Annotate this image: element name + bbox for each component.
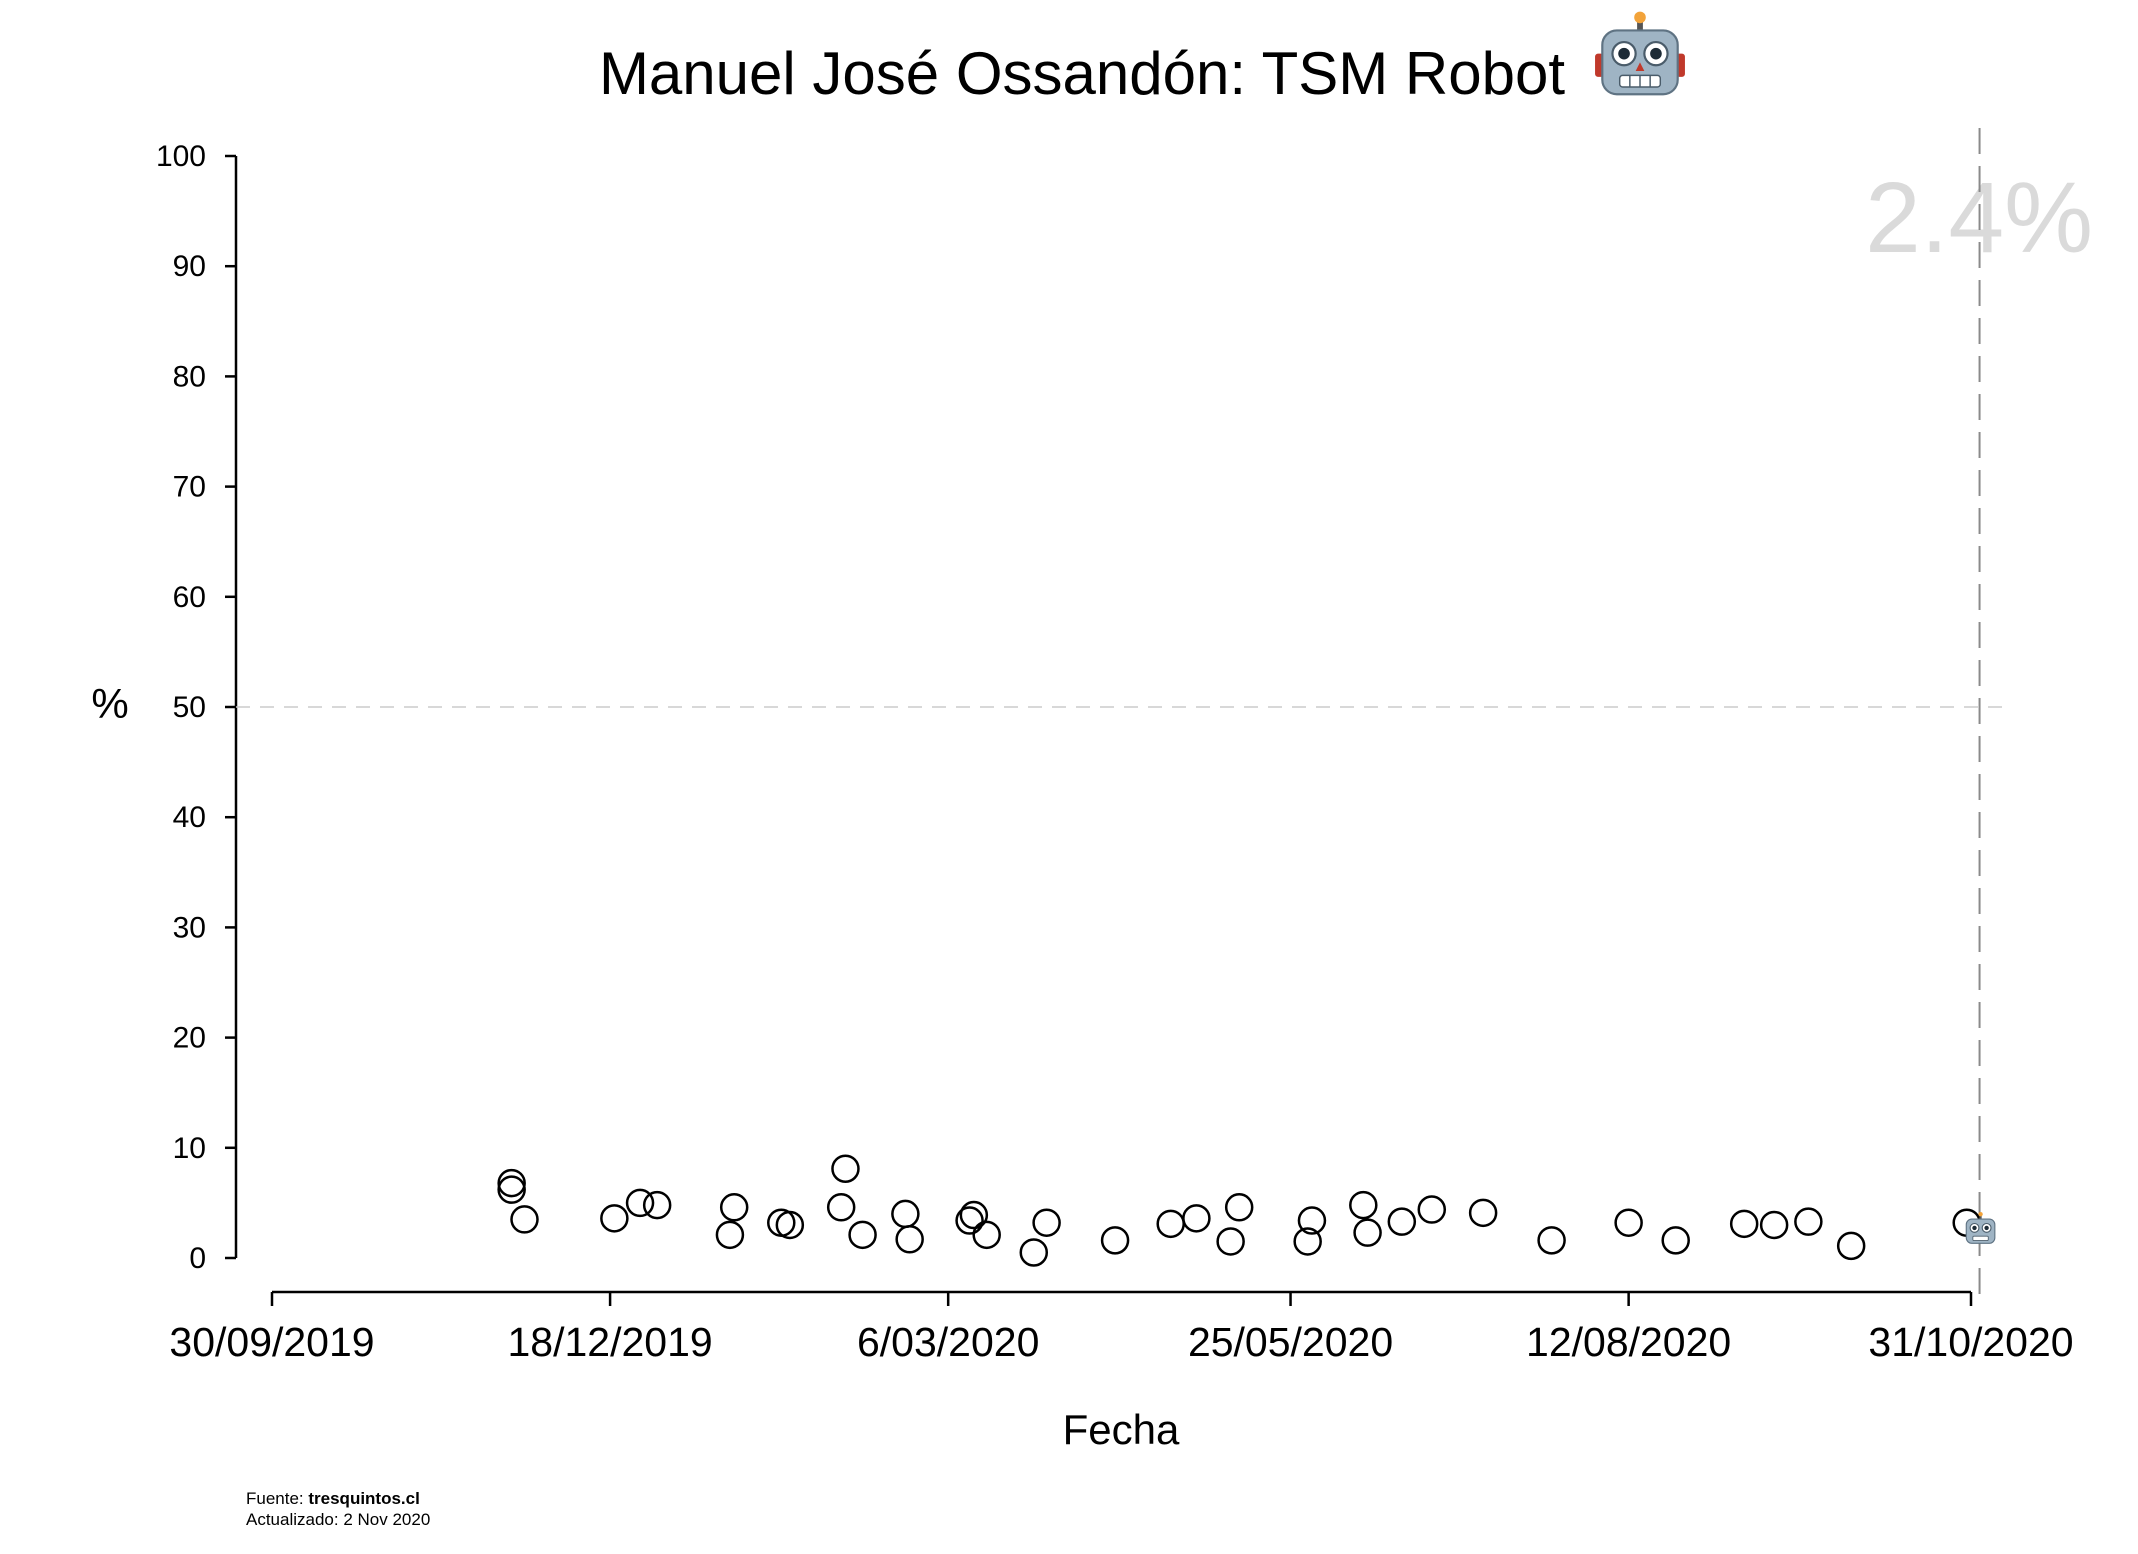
footer-source: Fuente: tresquintos.cl <box>246 1488 430 1509</box>
data-point <box>831 1154 860 1183</box>
data-point <box>972 1220 1001 1250</box>
y-tick-label: 40 <box>173 801 206 834</box>
x-tick-label: 31/10/2020 <box>1868 1319 2073 1365</box>
data-point <box>497 1168 526 1198</box>
data-point <box>848 1220 877 1250</box>
data-point <box>1032 1208 1061 1237</box>
x-tick-label: 25/05/2020 <box>1188 1319 1393 1365</box>
data-point <box>1387 1207 1417 1236</box>
y-tick-label: 10 <box>173 1132 206 1165</box>
data-point <box>775 1210 805 1240</box>
data-point <box>497 1175 526 1204</box>
robot-pupil <box>1984 1225 1989 1231</box>
x-tick-label: 12/08/2020 <box>1526 1319 1731 1365</box>
data-point <box>1794 1207 1823 1236</box>
data-point <box>1019 1238 1049 1267</box>
y-tick-label: 70 <box>173 471 206 504</box>
y-tick-label: 80 <box>173 360 206 393</box>
data-point <box>1349 1190 1378 1220</box>
chart-title-text: Manuel José Ossandón: TSM Robot <box>599 40 1565 107</box>
data-point <box>955 1206 984 1235</box>
robot-icon <box>1965 1211 1996 1244</box>
data-point <box>1293 1227 1322 1256</box>
data-point <box>1661 1226 1690 1255</box>
data-point <box>959 1200 989 1230</box>
data-point <box>1729 1209 1759 1239</box>
y-tick-label: 0 <box>189 1242 206 1275</box>
data-points <box>497 1154 1981 1267</box>
data-point <box>826 1193 856 1222</box>
data-point <box>1759 1210 1789 1240</box>
y-tick-label: 50 <box>173 691 206 724</box>
data-point <box>1224 1193 1254 1222</box>
data-point <box>1836 1231 1866 1261</box>
chart-title: Manuel José Ossandón: TSM Robot <box>599 11 1685 107</box>
data-point <box>1182 1204 1211 1233</box>
data-point <box>891 1199 920 1229</box>
y-tick-label: 100 <box>156 140 206 173</box>
robot-mouth <box>1972 1235 1989 1241</box>
data-point <box>1156 1209 1185 1239</box>
robot-antenna <box>1979 1215 1982 1220</box>
y-tick-label: 60 <box>173 581 206 614</box>
y-axis: 0 10 20 30 40 50 60 70 80 90 100 <box>156 140 238 1275</box>
y-tick-label: 30 <box>173 911 206 944</box>
x-tick-label: 18/12/2019 <box>507 1319 712 1365</box>
y-axis-label: % <box>91 680 128 727</box>
robot-pupil <box>1972 1225 1977 1231</box>
footer-source-link[interactable]: tresquintos.cl <box>308 1489 420 1508</box>
x-tick-label: 6/03/2020 <box>857 1319 1039 1365</box>
footer-updated: Actualizado: 2 Nov 2020 <box>246 1510 431 1529</box>
y-tick-label: 90 <box>173 250 206 283</box>
data-point <box>642 1190 672 1220</box>
data-point <box>600 1204 629 1233</box>
y-tick-label: 20 <box>173 1022 206 1055</box>
data-point <box>895 1225 924 1254</box>
data-point <box>715 1220 745 1250</box>
x-tick-label: 30/09/2019 <box>169 1319 374 1365</box>
data-point <box>625 1188 655 1218</box>
data-point <box>1216 1227 1245 1256</box>
footer-source-prefix: Fuente: <box>246 1489 309 1508</box>
current-value-marker <box>1965 1211 1996 1244</box>
data-point <box>1537 1226 1566 1255</box>
data-point <box>1100 1226 1130 1255</box>
robot-antenna-tip <box>1978 1211 1983 1217</box>
data-point <box>719 1193 749 1222</box>
footer: Fuente: tresquintos.cl Actualizado: 2 No… <box>246 1488 430 1530</box>
x-axis: 30/09/2019 18/12/2019 6/03/2020 25/05/2020 1… <box>169 1290 2074 1365</box>
data-point <box>1353 1218 1382 1247</box>
data-point <box>1417 1195 1447 1224</box>
x-axis-label: Fecha <box>1063 1406 1180 1453</box>
robot-icon <box>1595 11 1685 96</box>
data-point <box>1468 1198 1498 1228</box>
data-point <box>510 1205 539 1234</box>
data-point <box>1297 1206 1327 1235</box>
data-point <box>1614 1208 1643 1237</box>
reference-lines <box>236 128 2010 1294</box>
